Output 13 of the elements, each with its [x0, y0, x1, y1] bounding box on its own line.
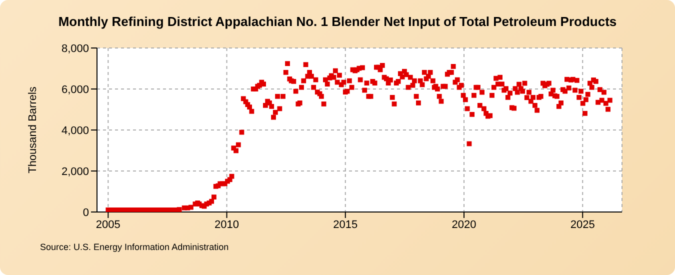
y-tick-label: 8,000: [61, 42, 89, 55]
x-tick-label: 2025: [570, 218, 595, 231]
y-tick-label: 0: [82, 206, 89, 219]
y-tick-label: 6,000: [61, 84, 89, 96]
x-tick-label: 2005: [96, 218, 120, 231]
chart-title: Monthly Refining District Appalachian No. 1 Blender Net Input of Total Petroleum Products: [57, 14, 618, 29]
y-axis-title: Thousand Barrels: [26, 86, 39, 174]
source-note: Source: U.S. Energy Information Administration: [40, 242, 229, 252]
x-tick-label: 2015: [333, 218, 358, 231]
y-tick-label: 2,000: [61, 166, 89, 178]
x-tick-label: 2010: [214, 218, 240, 231]
x-tick-label: 2020: [452, 218, 476, 231]
y-tick-label: 4,000: [61, 124, 89, 137]
